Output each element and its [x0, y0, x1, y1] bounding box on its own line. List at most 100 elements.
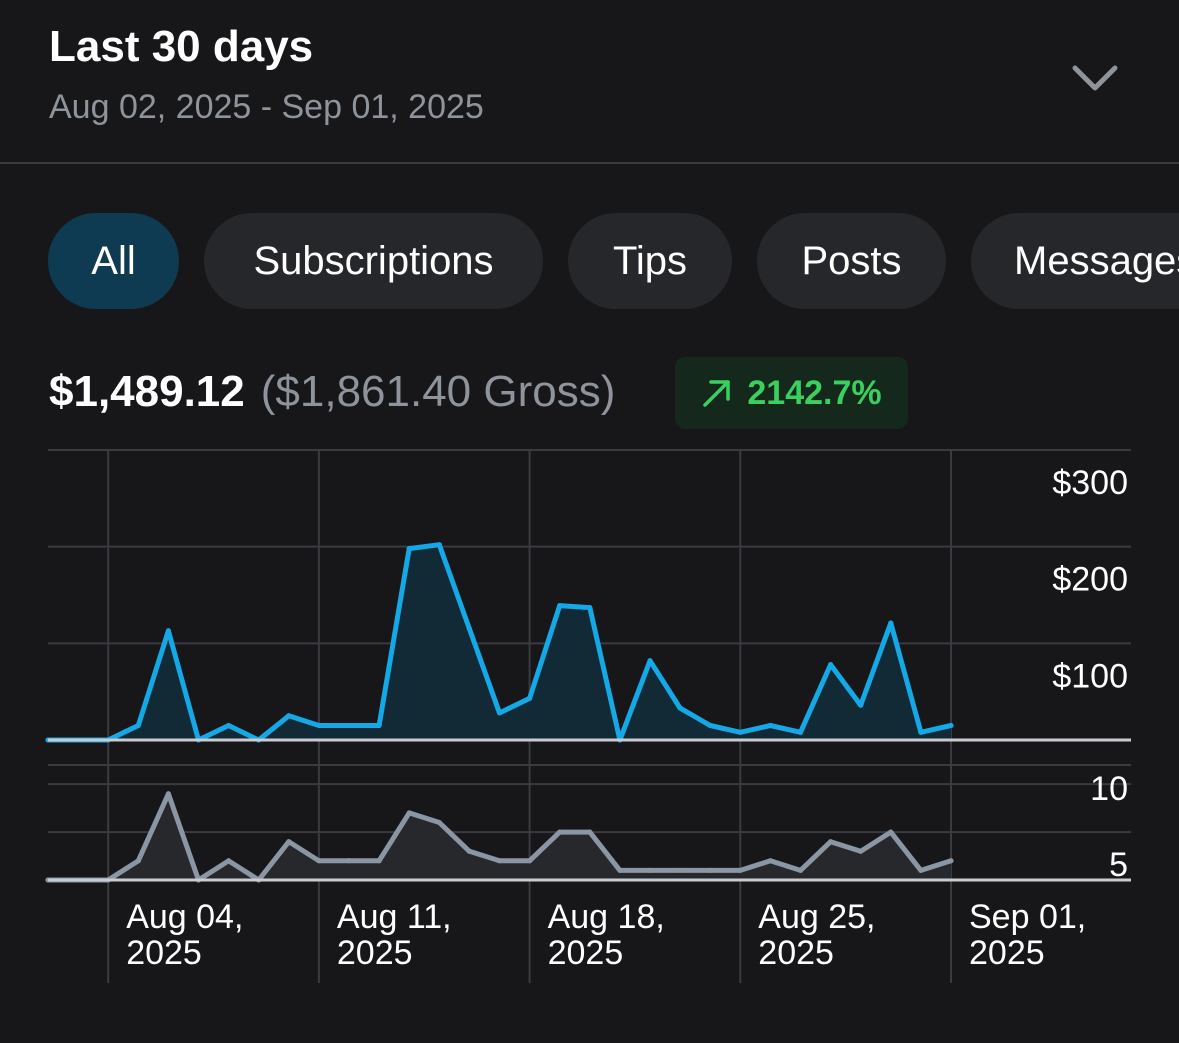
earnings-series-point	[918, 729, 924, 735]
earnings-series-segment	[527, 603, 563, 701]
earnings-series-segment	[376, 546, 412, 728]
count-series-point	[677, 867, 683, 873]
count-series-segment	[256, 839, 292, 883]
count-series-segment	[105, 858, 141, 883]
count-series-point	[497, 858, 502, 864]
count-series-segment	[587, 829, 623, 873]
count-series-point	[527, 858, 533, 864]
count-series-point	[376, 858, 382, 864]
count-series-segment	[135, 791, 171, 864]
count-series-point	[798, 867, 803, 873]
earnings-series-segment	[557, 603, 593, 611]
earnings-series-segment	[256, 713, 292, 743]
count-series-point	[316, 858, 322, 864]
earnings-series-point	[587, 605, 593, 611]
earnings-series-point	[406, 546, 412, 552]
count-series-point	[406, 810, 412, 816]
earnings-series-point	[466, 626, 472, 632]
count-series-point	[948, 858, 954, 864]
x-tick-label: Aug 25, 2025	[758, 898, 875, 972]
tab-subscriptions[interactable]: Subscriptions	[204, 213, 543, 309]
earnings-chart: $300 $200 $100 10 5 Aug 04, 2025 Aug 11, 2025 Aug…	[45, 449, 1131, 983]
earnings-series-point	[376, 723, 382, 728]
earnings-series-point	[948, 723, 954, 728]
earnings-series-segment	[677, 705, 713, 728]
earnings-series-point	[647, 658, 653, 664]
earnings-series-point	[737, 729, 743, 735]
x-tick-label: Aug 04, 2025	[126, 898, 243, 972]
earnings-series-point	[557, 603, 563, 609]
earnings-series-point	[767, 723, 773, 728]
count-series-point	[707, 867, 713, 873]
count-series-point	[647, 867, 653, 873]
y-tick-label: $200	[1052, 561, 1128, 599]
earnings-series-segment	[406, 542, 442, 552]
tab-tips[interactable]: Tips	[568, 213, 732, 309]
count-series-segment	[226, 858, 262, 883]
earnings-series-segment	[135, 628, 171, 728]
net-earnings: $1,489.12	[49, 367, 245, 416]
earnings-series-segment	[196, 723, 232, 743]
earnings-series-point	[165, 628, 171, 634]
earnings-series-point	[436, 542, 442, 548]
y-tick-label: 10	[1090, 770, 1128, 808]
earnings-series-point	[888, 620, 894, 626]
count-series-point	[165, 791, 171, 797]
earnings-series-segment	[226, 723, 262, 743]
count-series-segment	[196, 858, 232, 883]
earnings-series-point	[346, 723, 352, 728]
earnings-series-point	[286, 713, 292, 719]
count-series-segment	[436, 820, 472, 854]
earnings-series-segment	[617, 658, 653, 743]
count-series-point	[436, 820, 442, 825]
count-series-segment	[406, 810, 442, 825]
earnings-series-segment	[858, 620, 894, 708]
earnings-series-segment	[888, 620, 924, 735]
earnings-series-point	[135, 723, 141, 728]
y-tick-label: $100	[1052, 657, 1128, 695]
count-series-point	[466, 848, 472, 854]
earnings-series-segment	[737, 723, 773, 735]
tab-messages[interactable]: Messages	[971, 213, 1179, 309]
earnings-series-segment	[286, 713, 322, 728]
x-tick-label: Sep 01, 2025	[969, 898, 1086, 972]
count-series-point	[737, 867, 743, 873]
category-filter-tabs: All Subscriptions Tips Posts Messages	[0, 213, 1179, 309]
count-series-point	[858, 848, 864, 854]
count-series-point	[767, 858, 773, 864]
earnings-series-point	[527, 695, 533, 701]
earnings-series-segment	[918, 723, 954, 735]
earnings-series-point	[707, 723, 713, 728]
x-tick-label: Aug 11, 2025	[337, 898, 452, 972]
count-series-segment	[737, 858, 773, 873]
earnings-summary: $1,489.12 ($1,861.40 Gross)	[49, 360, 615, 424]
earnings-series-segment	[798, 662, 834, 735]
count-series-point	[617, 867, 623, 873]
count-series-point	[587, 829, 593, 835]
tab-all[interactable]: All	[48, 213, 179, 309]
count-series-segment	[918, 858, 954, 873]
arrow-up-right-icon	[703, 380, 731, 407]
earnings-series-point	[858, 702, 864, 708]
chevron-down-icon[interactable]	[1070, 58, 1120, 98]
y-tick-label: $300	[1052, 464, 1128, 502]
date-range-text: Aug 02, 2025 - Sep 01, 2025	[49, 88, 484, 126]
earnings-series-point	[798, 729, 803, 735]
earnings-series-segment	[828, 662, 864, 708]
count-series-point	[557, 829, 563, 835]
change-percent: 2142.7%	[747, 373, 882, 412]
tab-posts[interactable]: Posts	[757, 213, 946, 309]
gross-earnings: ($1,861.40 Gross)	[260, 367, 616, 416]
count-series-segment	[376, 810, 412, 864]
earnings-series-point	[497, 710, 502, 716]
count-series-segment	[767, 858, 803, 873]
earnings-series-segment	[587, 605, 623, 743]
count-series-point	[828, 839, 834, 845]
count-series-point	[135, 858, 141, 864]
earnings-series-point	[316, 723, 322, 728]
date-range-header[interactable]: Last 30 days Aug 02, 2025 - Sep 01, 2025	[0, 0, 1179, 164]
earnings-series-point	[677, 705, 683, 711]
earnings-series-area	[48, 544, 951, 740]
period-title: Last 30 days	[49, 22, 314, 71]
earnings-series-point	[828, 662, 834, 668]
